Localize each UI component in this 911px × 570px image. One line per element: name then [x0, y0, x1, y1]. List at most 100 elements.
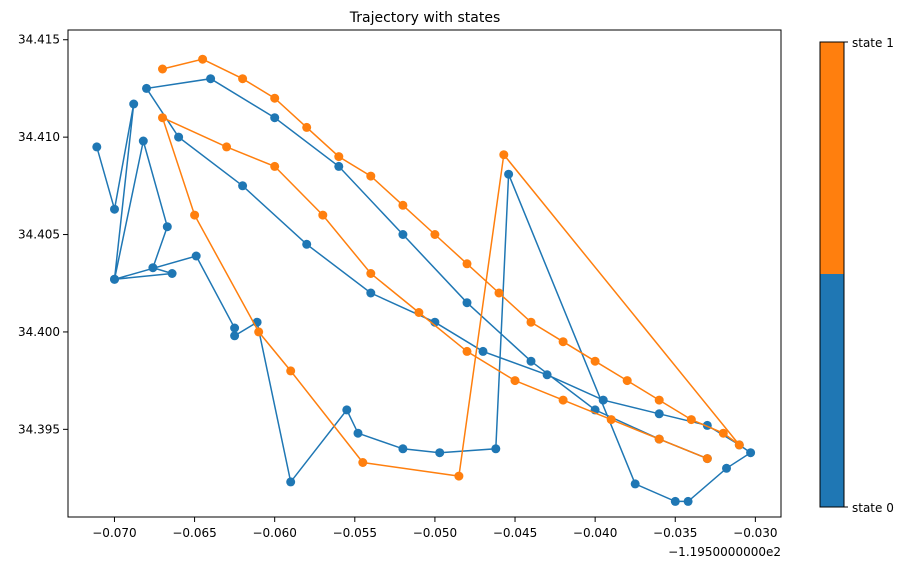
data-point-state-0 — [683, 496, 693, 506]
data-point-state-1 — [499, 150, 509, 160]
data-point-state-0 — [670, 496, 680, 506]
data-point-state-1 — [558, 337, 568, 347]
data-point-state-1 — [270, 161, 280, 171]
data-point-state-1 — [222, 142, 232, 152]
x-tick-label: −0.070 — [92, 526, 136, 540]
data-point-state-0 — [167, 269, 177, 278]
data-point-state-0 — [654, 409, 664, 419]
data-point-state-1 — [238, 74, 248, 84]
plot-area — [67, 29, 782, 518]
data-point-state-0 — [746, 448, 756, 458]
x-tick-label: −0.035 — [653, 526, 697, 540]
data-point-state-1 — [510, 376, 520, 386]
data-point-state-0 — [302, 239, 312, 249]
y-tick-label: 34.400 — [18, 325, 60, 339]
data-point-state-0 — [110, 204, 119, 214]
data-point-state-0 — [504, 169, 514, 179]
y-tick-label: 34.405 — [18, 228, 60, 242]
x-tick-label: −0.065 — [172, 526, 216, 540]
data-point-state-1 — [190, 210, 200, 220]
data-point-state-1 — [254, 327, 264, 337]
data-point-state-1 — [318, 210, 328, 220]
data-point-state-1 — [654, 395, 664, 405]
data-point-state-0 — [478, 346, 488, 356]
colorbar-label-state-1: state 1 — [852, 36, 894, 50]
data-point-state-0 — [206, 74, 216, 84]
data-point-state-1 — [526, 317, 536, 327]
data-point-state-0 — [334, 161, 344, 171]
data-point-state-1 — [686, 415, 696, 425]
data-point-state-1 — [622, 376, 632, 386]
data-point-state-0 — [129, 99, 139, 109]
colorbar-frame — [819, 41, 845, 508]
data-point-state-1 — [462, 259, 472, 269]
x-tick-label: −0.050 — [413, 526, 457, 540]
data-point-state-0 — [270, 113, 280, 123]
data-point-state-0 — [92, 142, 102, 152]
data-point-state-1 — [358, 458, 368, 467]
data-point-state-1 — [494, 288, 504, 298]
data-point-state-0 — [162, 222, 172, 232]
data-point-state-1 — [734, 440, 744, 450]
data-point-state-0 — [526, 356, 536, 366]
data-point-state-1 — [334, 152, 344, 162]
data-point-state-1 — [158, 113, 167, 123]
plot-frame — [67, 29, 782, 518]
colorbar-state-1 — [820, 42, 844, 274]
data-point-state-0 — [110, 274, 119, 284]
data-point-state-0 — [142, 83, 151, 93]
data-point-state-1 — [366, 171, 376, 181]
data-point-state-1 — [198, 54, 208, 64]
y-tick-label: 34.415 — [18, 33, 60, 47]
data-point-state-1 — [606, 415, 616, 425]
x-tick-label: −0.060 — [252, 526, 296, 540]
data-point-state-0 — [722, 463, 731, 473]
x-offset-label: −1.1950000000e2 — [668, 545, 781, 559]
colorbar: state 1 state 0 — [819, 36, 894, 515]
data-point-state-1 — [454, 471, 464, 481]
data-point-state-0 — [542, 370, 552, 380]
data-point-state-1 — [366, 269, 376, 278]
data-point-state-1 — [286, 366, 296, 376]
data-point-state-0 — [491, 444, 501, 454]
data-point-state-0 — [353, 428, 363, 438]
data-point-state-1 — [158, 64, 167, 74]
x-tick-label: −0.030 — [733, 526, 777, 540]
data-point-state-0 — [230, 331, 240, 341]
x-tick-label: −0.055 — [333, 526, 377, 540]
data-point-state-1 — [718, 428, 728, 438]
data-point-state-1 — [270, 93, 280, 103]
y-tick-label: 34.395 — [18, 422, 60, 436]
data-point-state-0 — [435, 448, 445, 458]
x-tick-label: −0.040 — [573, 526, 617, 540]
data-point-state-0 — [342, 405, 352, 415]
data-point-state-0 — [138, 136, 148, 146]
data-point-state-0 — [630, 479, 640, 489]
x-tick-label: −0.045 — [493, 526, 537, 540]
data-point-state-1 — [654, 434, 664, 444]
series-layer — [92, 54, 756, 506]
data-point-state-0 — [366, 288, 376, 298]
y-axis: 34.395 34.400 34.405 34.410 34.415 — [18, 33, 68, 436]
data-point-state-0 — [230, 323, 240, 333]
chart-title: Trajectory with states — [349, 10, 501, 26]
colorbar-state-0 — [820, 274, 844, 507]
series-line-state-0 — [96, 77, 752, 503]
data-point-state-0 — [191, 251, 201, 261]
data-point-state-1 — [430, 230, 440, 239]
data-point-state-1 — [590, 356, 600, 366]
data-point-state-1 — [302, 122, 312, 132]
data-point-state-1 — [414, 308, 424, 317]
data-point-state-1 — [398, 200, 408, 210]
data-point-state-0 — [462, 298, 472, 308]
x-axis: −0.070 −0.065 −0.060 −0.055 −0.050 −0.045 −0.0… — [92, 517, 778, 540]
data-point-state-0 — [286, 477, 296, 487]
data-point-state-0 — [398, 444, 408, 454]
data-point-state-0 — [598, 395, 608, 405]
data-point-state-0 — [398, 230, 408, 239]
y-tick-label: 34.410 — [18, 130, 60, 144]
data-point-state-1 — [462, 346, 472, 356]
colorbar-label-state-0: state 0 — [852, 501, 894, 515]
data-point-state-0 — [238, 181, 248, 191]
